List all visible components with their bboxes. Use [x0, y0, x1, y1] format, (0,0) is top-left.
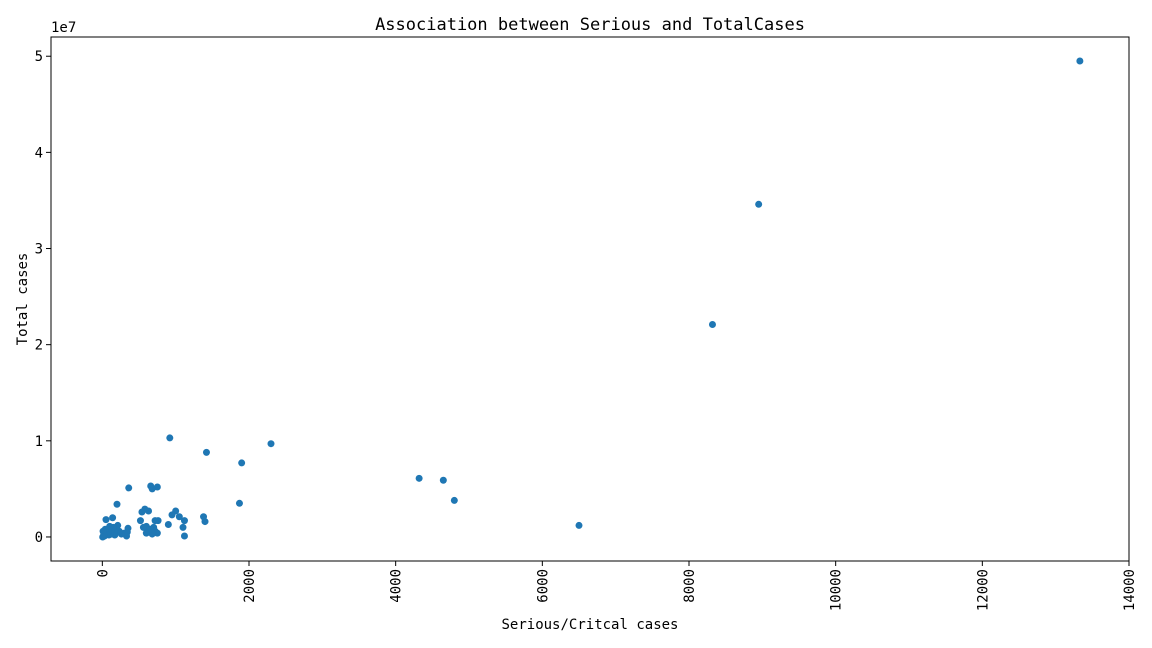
x-tick-label: 14000: [1122, 569, 1138, 611]
y-tick-label: 1: [35, 434, 43, 450]
y-tick-label: 5: [35, 49, 43, 65]
data-point: [180, 517, 188, 525]
data-point: [99, 527, 107, 535]
x-tick-label: 6000: [535, 569, 551, 603]
data-point: [238, 459, 246, 467]
data-point: [125, 484, 133, 492]
y-axis-label: Total cases: [15, 253, 31, 346]
data-point: [179, 523, 187, 531]
scatter-points: [99, 57, 1084, 541]
y-tick-label: 0: [35, 530, 43, 546]
data-point: [166, 434, 174, 442]
data-point: [175, 513, 183, 521]
data-point: [708, 320, 716, 328]
y-tick-label: 2: [35, 338, 43, 354]
data-point: [415, 474, 423, 482]
data-point: [439, 476, 447, 484]
y-offset-label: 1e7: [51, 20, 76, 36]
data-point: [151, 517, 159, 525]
data-point: [136, 517, 144, 525]
x-axis-ticks: 0 2000 4000 6000 8000 10000 12000 14000: [95, 561, 1138, 611]
x-tick-label: 10000: [829, 569, 845, 611]
data-point: [235, 499, 243, 507]
x-tick-label: 8000: [682, 569, 698, 603]
data-point: [139, 523, 147, 531]
y-tick-label: 4: [35, 145, 43, 161]
x-tick-label: 12000: [975, 569, 991, 611]
y-tick-label: 3: [35, 242, 43, 258]
x-axis-label: Serious/Critcal cases: [501, 617, 678, 633]
data-point: [113, 500, 121, 508]
data-point: [202, 448, 210, 456]
x-tick-label: 0: [95, 569, 111, 577]
data-point: [102, 516, 110, 524]
data-point: [1076, 57, 1084, 65]
plot-frame: [50, 36, 1130, 562]
data-point: [99, 533, 107, 541]
data-point: [450, 496, 458, 504]
data-point: [180, 532, 188, 540]
data-point: [164, 520, 172, 528]
y-axis-ticks: 0 1 2 3 4 5: [35, 49, 51, 546]
x-tick-label: 4000: [389, 569, 405, 603]
data-point: [142, 529, 150, 537]
data-point: [138, 508, 146, 516]
data-point: [200, 513, 208, 521]
data-point: [755, 200, 763, 208]
data-point: [168, 511, 176, 519]
data-point: [575, 521, 583, 529]
data-point: [267, 440, 275, 448]
data-point: [147, 482, 155, 490]
chart-title: Association between Serious and TotalCas…: [375, 15, 805, 35]
data-point: [109, 514, 117, 522]
x-tick-label: 2000: [242, 569, 258, 603]
